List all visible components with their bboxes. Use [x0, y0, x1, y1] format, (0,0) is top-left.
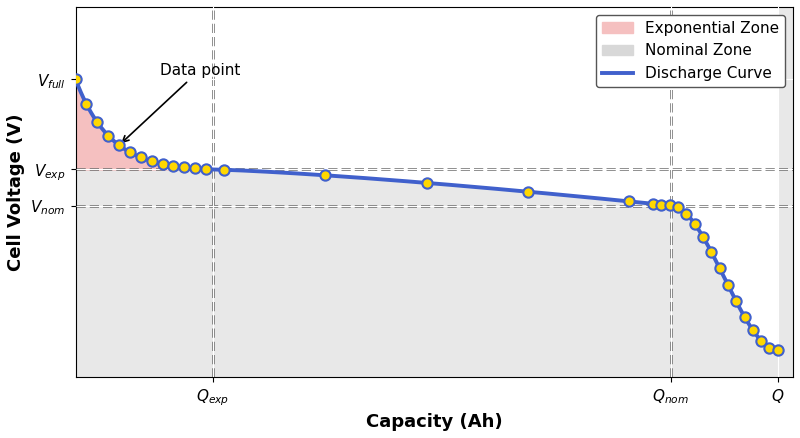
Point	[91, 119, 104, 126]
Point	[705, 248, 718, 255]
Point	[763, 344, 776, 351]
Point	[69, 76, 82, 83]
Y-axis label: Cell Voltage (V): Cell Voltage (V)	[7, 113, 25, 271]
Point	[746, 327, 759, 334]
Point	[655, 201, 668, 208]
Point	[672, 204, 685, 211]
Legend: Exponential Zone, Nominal Zone, Discharge Curve: Exponential Zone, Nominal Zone, Discharg…	[596, 14, 786, 87]
Point	[80, 101, 93, 108]
Point	[663, 202, 676, 209]
Polygon shape	[75, 7, 778, 350]
Point	[688, 220, 701, 227]
Point	[123, 149, 136, 156]
X-axis label: Capacity (Ah): Capacity (Ah)	[366, 413, 502, 431]
Point	[178, 164, 190, 171]
Point	[200, 166, 213, 173]
Point	[697, 233, 710, 240]
Point	[189, 165, 202, 172]
Point	[156, 160, 169, 167]
Point	[218, 166, 230, 173]
Text: Data point: Data point	[122, 63, 240, 142]
Point	[102, 132, 114, 139]
Point	[522, 188, 534, 195]
Point	[730, 298, 742, 305]
Point	[167, 162, 180, 170]
Point	[319, 172, 332, 179]
Point	[738, 313, 751, 320]
Point	[113, 142, 126, 149]
Point	[646, 200, 659, 207]
Point	[722, 282, 734, 289]
Point	[146, 158, 158, 165]
Point	[623, 198, 636, 205]
Point	[680, 210, 693, 217]
Point	[754, 337, 767, 344]
Point	[713, 265, 726, 272]
Point	[771, 346, 784, 353]
Point	[420, 180, 433, 187]
Point	[134, 154, 147, 161]
